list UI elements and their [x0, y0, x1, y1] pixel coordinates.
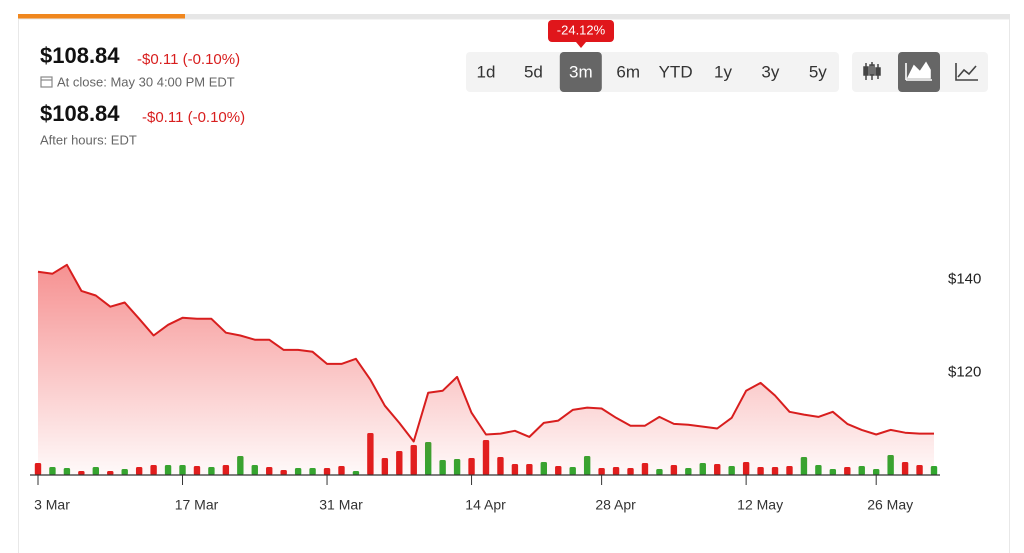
- badge-text: -24.12%: [557, 22, 606, 37]
- time-tab[interactable]: YTD: [659, 62, 693, 81]
- time-tab[interactable]: 3m: [569, 62, 593, 81]
- price-area: [38, 264, 934, 475]
- price: $108.84: [40, 43, 120, 68]
- x-tick-label: 31 Mar: [319, 497, 363, 513]
- time-tab[interactable]: 1y: [714, 62, 732, 81]
- time-tab[interactable]: 1d: [477, 62, 496, 81]
- x-tick-label: 3 Mar: [34, 497, 70, 513]
- x-tick-label: 12 May: [737, 497, 783, 513]
- time-tab[interactable]: 6m: [616, 62, 640, 81]
- area-icon: [905, 61, 932, 81]
- close-note: At close: May 30 4:00 PM EDT: [57, 74, 235, 89]
- tab-group: [466, 52, 839, 92]
- after-note: After hours: EDT: [40, 132, 137, 147]
- line-button[interactable]: [955, 63, 978, 81]
- calendar-icon: [40, 76, 53, 88]
- progress-track: [18, 14, 1010, 19]
- candle-button[interactable]: [863, 62, 881, 80]
- x-tick-label: 26 May: [867, 497, 913, 513]
- x-tick-label: 17 Mar: [175, 497, 219, 513]
- price-line: [37, 263, 934, 443]
- badge-box: [548, 20, 614, 42]
- badge-pointer: [576, 42, 586, 48]
- x-tick-label: 28 Apr: [595, 497, 636, 513]
- badge: -24.12%: [548, 20, 614, 48]
- price-change: -$0.11 (-0.10%): [137, 51, 240, 68]
- time-tab[interactable]: 5d: [524, 62, 543, 81]
- y-tick-label: $120: [948, 364, 981, 381]
- time-tab[interactable]: 3y: [761, 62, 779, 81]
- after-change: -$0.11 (-0.10%): [142, 109, 245, 126]
- y-tick-label: $140: [948, 271, 981, 288]
- x-tick-label: 14 Apr: [465, 497, 506, 513]
- progress-fill: [18, 14, 185, 19]
- time-tab[interactable]: 5y: [809, 62, 827, 81]
- after-price: $108.84: [40, 101, 120, 126]
- tab-active-bg: [559, 52, 602, 92]
